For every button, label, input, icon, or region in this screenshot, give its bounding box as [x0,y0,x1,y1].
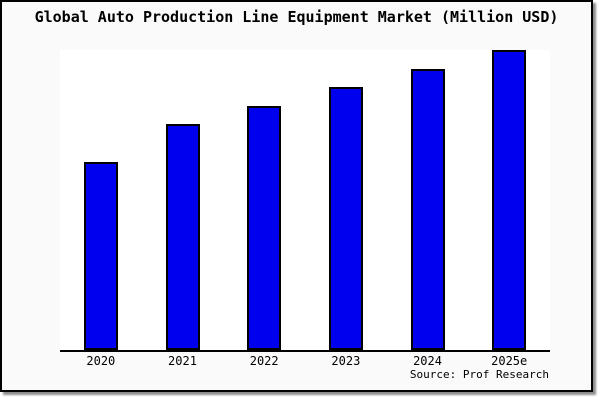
bar-slot [468,50,550,350]
bar-slot [60,162,142,350]
bar-2024 [410,69,445,350]
figure-frame: Global Auto Production Line Equipment Ma… [0,0,593,392]
bar-2021 [165,124,200,350]
bar-slot [387,69,469,350]
bar-slot [223,106,305,350]
x-axis-label-2022: 2022 [249,354,279,368]
x-axis-label-2024: 2024 [413,354,442,368]
bars-row [60,50,550,350]
x-axis-label-2020: 2020 [86,354,116,368]
x-axis-label-2021: 2021 [168,354,197,368]
bar-2025e [492,50,527,350]
x-axis-label-2025e: 2025e [491,354,528,368]
plot-area [60,50,550,352]
source-credit: Source: Prof Research [409,368,549,381]
chart-title: Global Auto Production Line Equipment Ma… [34,8,559,26]
bar-slot [305,87,387,350]
bar-2023 [328,87,363,350]
x-axis-label-2023: 2023 [331,354,361,368]
bar-2022 [247,106,282,350]
x-axis-labels: 2020 2021 2022 2023 2024 2025e [60,355,550,368]
bar-slot [142,124,224,350]
bar-2020 [83,162,118,350]
